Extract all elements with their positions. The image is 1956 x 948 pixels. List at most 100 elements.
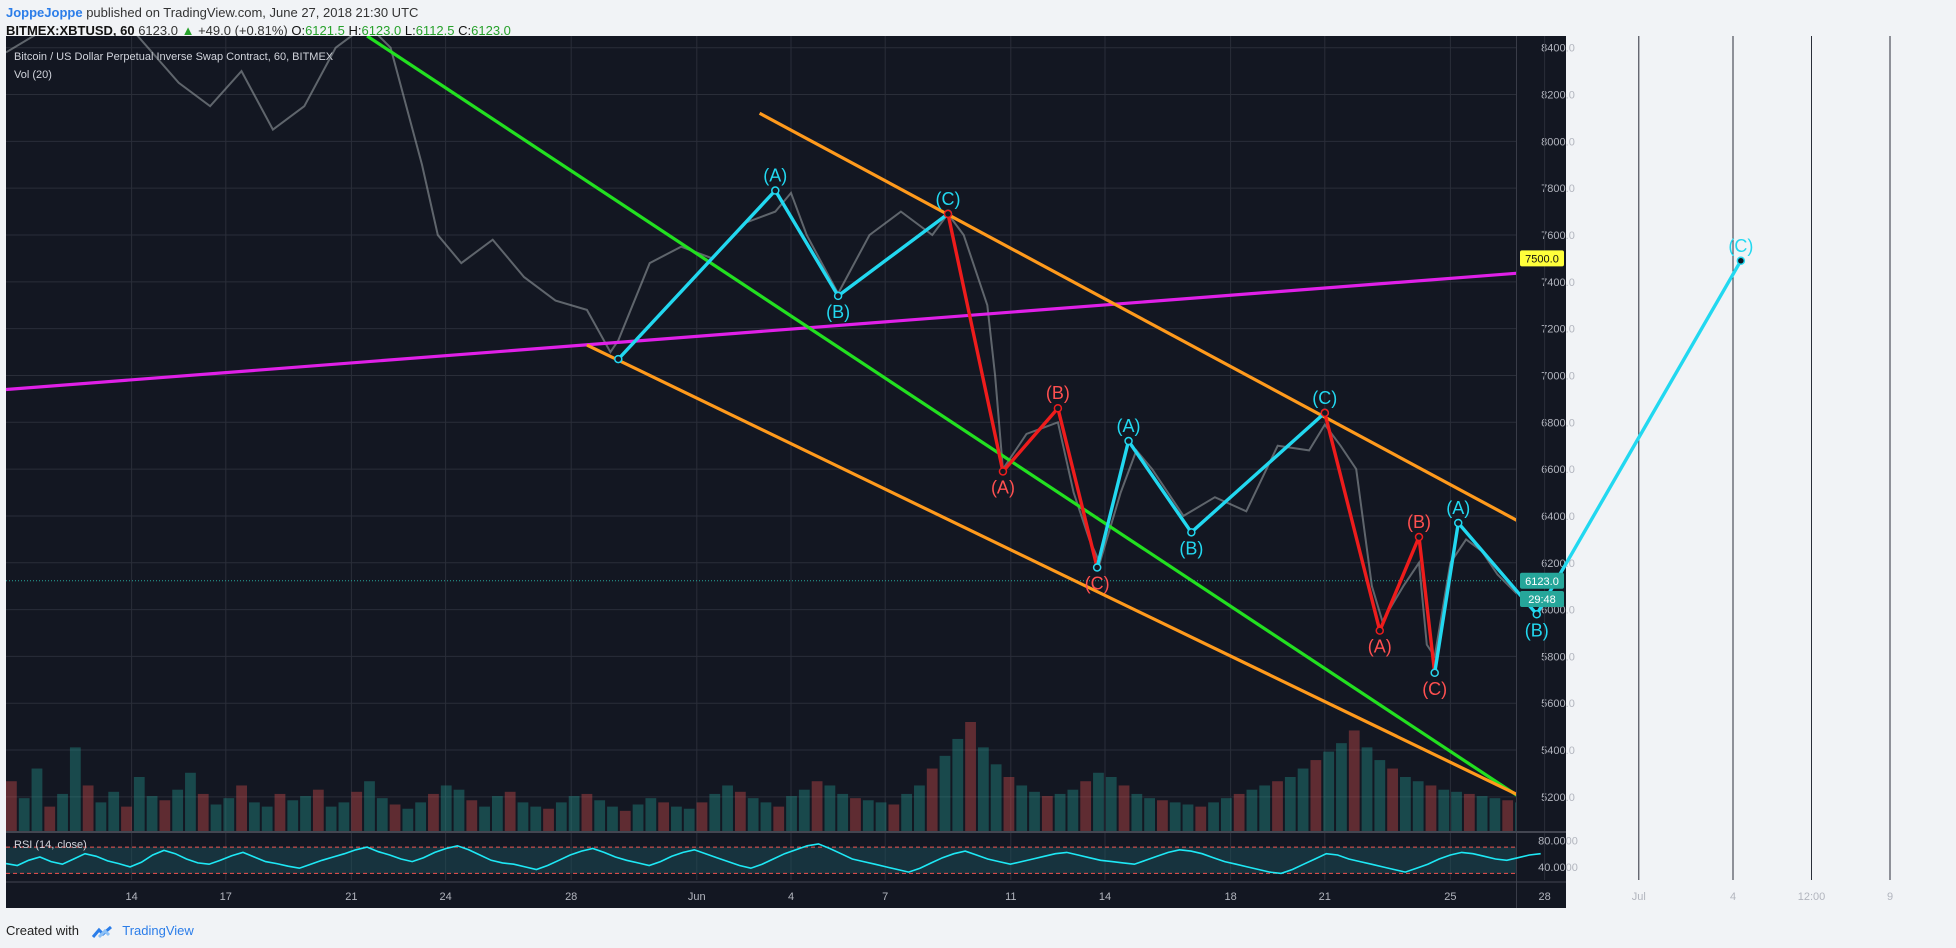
volume-bar <box>555 802 567 832</box>
volume-bar <box>517 802 529 832</box>
tradingview-logo-icon[interactable] <box>91 925 115 939</box>
wave-point <box>1124 436 1133 446</box>
volume-bar <box>760 802 772 832</box>
x-tick-label: 9 <box>1887 891 1893 903</box>
volume-bar <box>1182 804 1194 832</box>
rsi-tick-label: 80.0000 <box>1538 836 1578 848</box>
wave-point <box>1375 626 1384 635</box>
rsi-label: RSI (14, close) <box>14 839 87 851</box>
volume-bar <box>338 802 350 832</box>
author-name[interactable]: JoppeJoppe <box>6 5 83 20</box>
wave-point <box>1187 528 1196 537</box>
wave-point <box>833 291 843 301</box>
x-tick-label: 24 <box>439 891 451 903</box>
y-tick-label: 8200.0 <box>1541 90 1575 102</box>
wave-label: (A) <box>763 166 787 186</box>
volume-bar <box>210 804 222 832</box>
volume-bar <box>31 768 43 832</box>
price-badge-label: 6123.0 <box>1525 576 1559 588</box>
volume-bar <box>1348 730 1360 832</box>
volume-bar <box>325 806 337 832</box>
volume-bar <box>734 791 746 832</box>
y-tick-label: 7600.0 <box>1541 230 1575 242</box>
volume-bar <box>798 789 810 832</box>
volume-bar <box>990 764 1002 832</box>
y-tick-label: 7800.0 <box>1541 183 1575 195</box>
volume-bar <box>491 796 503 832</box>
y-tick-label: 6400.0 <box>1541 511 1575 523</box>
volume-bar <box>1016 785 1028 832</box>
up-triangle-icon: ▲ <box>181 23 195 38</box>
volume-bar <box>402 808 414 832</box>
volume-bar <box>1310 760 1322 832</box>
chart-title: Bitcoin / US Dollar Perpetual Inverse Sw… <box>14 51 334 63</box>
volume-bar <box>696 802 708 832</box>
publish-line: JoppeJoppe published on TradingView.com,… <box>6 4 511 22</box>
orange-lower <box>586 343 1516 796</box>
volume-bar <box>1297 768 1309 832</box>
trendline-layer <box>6 36 1516 797</box>
volume-bar <box>977 747 989 832</box>
close-label: C: <box>458 23 472 38</box>
y-tick-label: 5400.0 <box>1541 745 1575 757</box>
volume-bar <box>824 785 836 832</box>
rsi-line <box>5 843 1541 875</box>
red-wave-line <box>946 213 1099 568</box>
publish-info: published on TradingView.com, June 27, 2… <box>86 5 419 20</box>
volume-bar <box>1003 777 1015 832</box>
x-tick-label: 17 <box>220 891 232 903</box>
wave-label: (C) <box>1312 388 1337 408</box>
volume-bar <box>1387 768 1398 832</box>
volume-bar <box>185 772 196 832</box>
wave-label: (B) <box>1046 383 1070 403</box>
volume-bar <box>18 798 30 832</box>
wave-label: (C) <box>1085 573 1110 593</box>
volume-bar <box>440 785 452 832</box>
volume-bar <box>504 791 516 832</box>
volume-bar <box>568 796 580 832</box>
wave-point <box>943 209 953 219</box>
price-badge <box>1520 591 1564 608</box>
low-label: L: <box>404 23 416 38</box>
chart-background <box>6 36 1566 908</box>
volume-bar <box>453 789 465 832</box>
volume-bar <box>159 800 171 832</box>
wave-point <box>1414 532 1424 542</box>
x-tick-label: 14 <box>1099 891 1111 903</box>
volume-bar <box>747 798 759 832</box>
volume-bar <box>1438 789 1450 832</box>
volume-bar <box>261 806 273 832</box>
symbol-label: BITMEX:XBTUSD, 60 <box>6 23 135 38</box>
volume-bar <box>428 793 439 832</box>
wave-label: (C) <box>1728 236 1753 256</box>
wave-label: (B) <box>1407 512 1431 532</box>
volume-bar <box>236 785 247 832</box>
volume-bar <box>1361 747 1373 832</box>
volume-bar <box>133 777 145 832</box>
volume-bar <box>1029 791 1040 832</box>
x-tick-label: 21 <box>1319 891 1331 903</box>
volume-bar <box>1272 781 1283 832</box>
volume-bar <box>1131 793 1143 832</box>
y-tick-label: 8000.0 <box>1541 136 1575 148</box>
wave-label: (C) <box>1422 679 1447 699</box>
last-price: 6123.0 <box>138 23 178 38</box>
volume-bar <box>594 800 606 832</box>
volume-bar <box>1169 802 1181 832</box>
price-badge-label: 7500.0 <box>1525 253 1559 265</box>
wave-label: (A) <box>1117 416 1141 436</box>
volume-bar <box>6 781 17 832</box>
volume-bar <box>1067 789 1079 832</box>
x-tick-label: 4 <box>1730 891 1736 903</box>
tradingview-brand[interactable]: TradingView <box>122 923 194 938</box>
volume-bar <box>1399 777 1411 832</box>
wave-point <box>1053 403 1063 413</box>
created-with-label: Created with <box>6 923 79 938</box>
wave-label: (A) <box>1368 637 1392 657</box>
y-tick-label: 5800.0 <box>1541 651 1575 663</box>
volume-bar <box>1515 802 1516 832</box>
volume-bar <box>1412 781 1424 832</box>
price-change: +49.0 (+0.81%) <box>198 23 288 38</box>
volume-bar <box>479 806 490 832</box>
